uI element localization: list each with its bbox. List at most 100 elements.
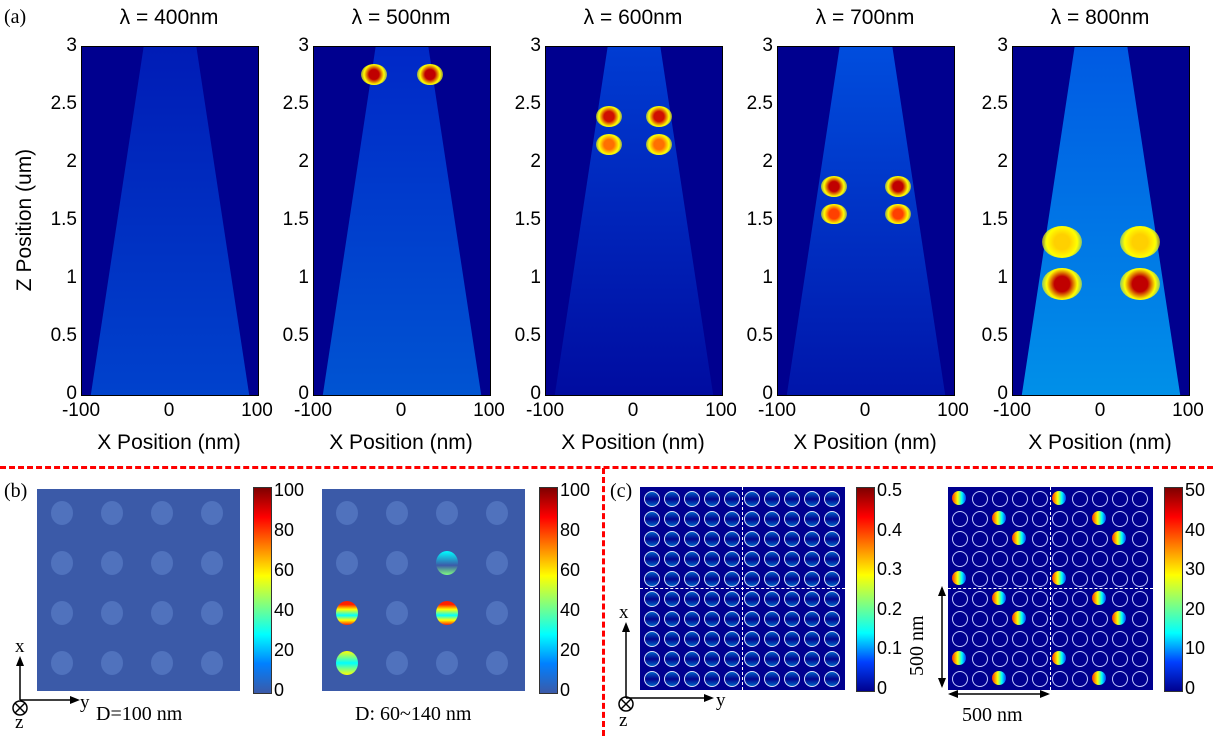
nanodisk [486, 501, 508, 525]
axis-z-b: z [15, 712, 24, 733]
nanodisk-ring [764, 571, 780, 587]
caption-uniform: D=100 nm [96, 703, 183, 725]
colorbar-tick-label: 20 [560, 640, 581, 660]
nanodisk-ring [704, 491, 720, 507]
y-tick-label: 2.5 [282, 93, 309, 114]
nanodisk-ring [744, 531, 760, 547]
y-tick-label: 3 [298, 35, 309, 56]
hotspot [1042, 267, 1083, 300]
hotspot [884, 203, 911, 225]
nanodisk-ring [1012, 551, 1028, 567]
nanodisk-ring [764, 591, 780, 607]
colorbar-tick-label: 0 [274, 680, 285, 700]
y-tick-label: 2 [997, 151, 1008, 172]
tapered-structure [322, 47, 482, 395]
nanodisk-ring [1012, 671, 1028, 687]
nanodisk-ring [824, 491, 840, 507]
nanodisk-ring [1112, 671, 1128, 687]
nanodisk-ring [1072, 511, 1088, 527]
nanodisk-ring [1132, 611, 1148, 627]
nanodisk-ring [764, 511, 780, 527]
nanodisk-ring [824, 671, 840, 687]
panel-c-label: (c) [610, 480, 633, 502]
nanodisk [151, 651, 173, 675]
nanodisk-ring [1032, 551, 1048, 567]
nanodisk-ring [972, 571, 988, 587]
y-tick-label: 0 [762, 383, 773, 404]
nanodisk-ring [824, 651, 840, 667]
nanodisk-ring [804, 631, 820, 647]
hotspot [596, 106, 623, 127]
nanodisk [436, 601, 458, 625]
nanodisk-ring [684, 491, 700, 507]
nanodisk-ring [804, 651, 820, 667]
nanodisk-ring [784, 651, 800, 667]
colorbar-b1 [253, 487, 272, 694]
colorbar-tick-label: 40 [1185, 519, 1206, 540]
nanodisk [51, 551, 73, 575]
y-tick-label: 1.5 [282, 209, 309, 230]
field-map-random [948, 487, 1153, 690]
y-tick-label: 3 [762, 35, 773, 56]
y-tick-label: 1.5 [50, 209, 77, 230]
hotspot [821, 175, 848, 197]
hotspot [360, 64, 387, 86]
nanodisk-ring [784, 611, 800, 627]
colorbar-tick-label: 0.3 [877, 559, 903, 580]
nanodisk-ring [684, 651, 700, 667]
colorbar-tick-label: 0 [560, 680, 571, 700]
nanodisk-ring [1032, 531, 1048, 547]
hotspot [1119, 225, 1160, 258]
y-tick-label: 1.5 [514, 209, 541, 230]
nanodisk-ring [1112, 591, 1128, 607]
nanodisk-ring [684, 671, 700, 687]
hotspot [1119, 267, 1160, 300]
nanodisk-ring [784, 531, 800, 547]
nanodisk-ring [784, 631, 800, 647]
plot-title-3: λ = 600nm [583, 6, 683, 29]
colorbar-tick-label: 80 [560, 520, 581, 540]
y-tick-label: 1.5 [746, 209, 773, 230]
vertical-divider [602, 468, 605, 736]
nanodisk-ring [952, 631, 968, 647]
colorbar-tick-label: 100 [274, 480, 305, 500]
guide-line-horizontal [640, 588, 845, 589]
nanodisk-ring [1072, 671, 1088, 687]
hotspot [821, 203, 848, 225]
nanodisk-ring [1032, 591, 1048, 607]
nanodisk-ring [972, 671, 988, 687]
x-tick-label: 0 [395, 400, 407, 421]
nanodisk-ring [644, 611, 660, 627]
nanodisk-ring [992, 551, 1008, 567]
nanodisk-ring [664, 551, 680, 567]
nanodisk-ring [764, 651, 780, 667]
y-tick-label: 1.5 [981, 209, 1008, 230]
nanodisk-ring [1092, 671, 1106, 685]
panel-b-label: (b) [4, 480, 28, 502]
nanodisk [336, 601, 358, 625]
colorbar-tick-label: 30 [1185, 559, 1206, 580]
y-tick-label: 3 [997, 35, 1008, 56]
nanodisk-ring [1052, 531, 1068, 547]
nanodisk-ring [644, 491, 660, 507]
nanodisk-ring [1032, 631, 1048, 647]
nanodisk-ring [972, 611, 988, 627]
nanodisk-ring [764, 631, 780, 647]
nanodisk-ring [704, 651, 720, 667]
x-tick-label: 100 [1172, 400, 1204, 421]
nanodisk-ring [972, 631, 988, 647]
nanodisk-ring [744, 631, 760, 647]
nanodisk-ring [972, 591, 988, 607]
colorbar-tick-label: 0.2 [877, 598, 903, 619]
nanodisk-ring [804, 511, 820, 527]
x-tick-label: -100 [992, 400, 1032, 421]
colorbar-tick-label: 0.4 [877, 519, 903, 540]
nanodisk-ring [764, 671, 780, 687]
nanodisk [386, 651, 408, 675]
nanodisk-ring [804, 571, 820, 587]
nanodisk-ring [1132, 651, 1148, 667]
nanodisk-ring [704, 531, 720, 547]
nanodisk-ring [1052, 651, 1066, 665]
axes-glyph-b [12, 656, 80, 716]
random-array-map [322, 489, 525, 691]
